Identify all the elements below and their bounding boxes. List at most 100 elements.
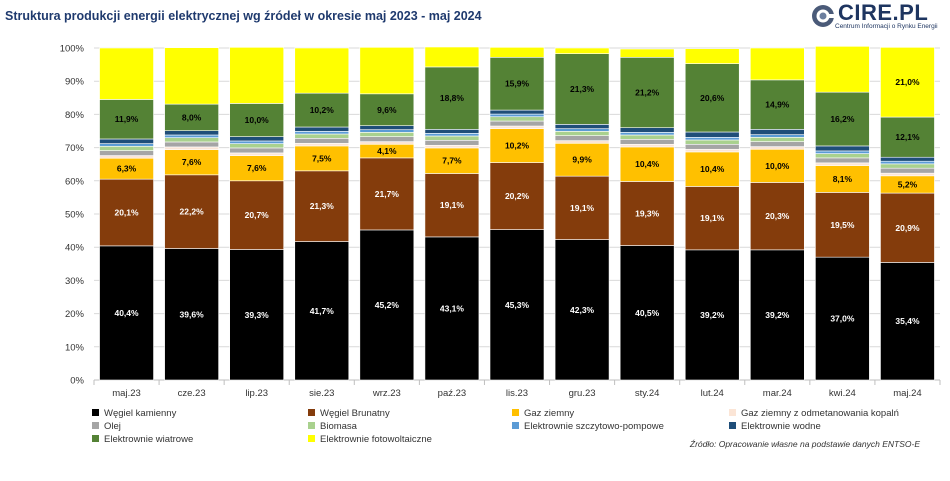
bar-segment [424,46,480,68]
data-label: 8,0% [182,112,202,122]
data-label: 19,1% [570,203,595,213]
bar-segment [619,48,675,58]
y-tick-label: 100% [60,44,85,55]
bar-segment [424,173,480,238]
bar-segment [554,140,610,144]
legend-item: Elektrownie fotowoltaiczne [308,434,432,446]
data-label: 45,3% [505,300,530,310]
x-tick-label: maj.23 [112,388,141,399]
data-label: 19,1% [700,213,725,223]
data-label: 19,1% [440,200,465,210]
legend-swatch [308,408,315,416]
bar-segment [424,135,480,141]
data-label: 10,2% [505,141,530,151]
bar-segment [164,137,219,143]
bar-segment [424,133,480,137]
y-tick-label: 90% [65,77,85,88]
legend-label: Elektrownie wodne [741,421,821,432]
bar-segment [294,241,350,381]
bar-segment [750,249,805,381]
bar-segment [684,63,740,133]
bar-segment [229,47,284,104]
bar-segment [229,155,284,182]
data-label: 7,6% [182,157,202,167]
x-tick-label: kwi.24 [829,388,856,399]
y-tick-label: 80% [65,110,85,121]
bar-segment [359,157,415,231]
bar-segment [815,91,870,147]
data-label: 7,7% [442,156,462,166]
data-label: 6,3% [117,164,137,174]
bar-segment [684,139,740,145]
bar-segment [489,47,545,58]
legend-swatch [92,421,99,429]
bar-segment [99,155,154,159]
stacked-bar-chart: 0% 10% 20% 30% 40% 50% 60% 70% 80% 90% 100% 40,4% 20… [60,44,941,399]
data-label: 20,2% [505,191,530,201]
x-tick-label: lip.23 [245,388,268,399]
bar-segment [750,134,805,138]
x-tick-label: sty.24 [635,388,660,399]
data-label: 7,6% [247,163,267,173]
data-label: 20,3% [765,211,790,221]
bar-segment [294,47,350,94]
bar-segment [99,143,154,147]
y-tick-label: 50% [65,210,85,221]
data-label: 7,5% [312,153,332,163]
data-label: 11,9% [115,114,139,124]
legend-swatch [729,421,736,429]
legend-swatch [92,408,99,416]
bar-segment [424,66,480,130]
legend-item: Olej [92,421,121,433]
bar-segment [750,129,805,135]
x-tick-label: wrz.23 [372,388,401,399]
bar-segment [880,160,935,165]
bar-segment [619,127,675,133]
bar-segment [619,139,675,145]
bar-segment [684,148,740,153]
data-label: 41,7% [310,306,335,316]
y-tick-label: 10% [65,342,85,353]
bar-segment [815,145,870,152]
data-label: 21,7% [375,189,400,199]
legend-swatch [512,421,519,429]
data-label: 21,3% [310,201,335,211]
bar-segment [684,48,740,64]
data-label: 5,2% [898,179,918,189]
chart-title: Struktura produkcji energii elektrycznej… [5,9,482,23]
bar-segment [684,186,740,251]
data-label: 39,3% [245,310,270,320]
data-label: 12,1% [895,132,920,142]
data-label: 42,3% [570,305,595,315]
data-label: 10,4% [700,164,725,174]
x-tick-label: lut.24 [701,388,724,399]
legend-swatch [308,421,315,429]
bar-segment [489,125,545,129]
bar-segment [684,151,740,187]
bar-segment [815,256,870,381]
bar-segment [750,148,805,183]
bar-segment [815,150,870,154]
bar-segment [164,174,219,249]
cire-logo[interactable]: CIRE.PL Centrum Informacji o Rynku Energ… [808,0,948,36]
bar-segment [880,156,935,162]
data-label: 15,9% [505,79,530,89]
bar-segment [294,126,350,132]
bar-segment [489,109,545,115]
x-tick-label: mar.24 [763,388,792,399]
bar-segment [684,143,740,150]
bar-segment [164,248,219,381]
data-label: 8,1% [833,174,853,184]
bar-segment [164,103,219,131]
bar-segment [424,129,480,134]
legend-label: Węgiel Brunatny [320,408,390,419]
source-note: Źródło: Opracowanie własne na podstawie … [689,439,920,449]
legend-label: Olej [104,421,121,432]
bar-segment [489,56,545,111]
data-label: 21,0% [895,77,920,87]
y-tick-label: 70% [65,143,85,154]
bar-segment [880,167,935,174]
bar-segment [815,157,870,164]
bar-segment [229,103,284,137]
x-tick-label: paź.23 [438,388,467,399]
